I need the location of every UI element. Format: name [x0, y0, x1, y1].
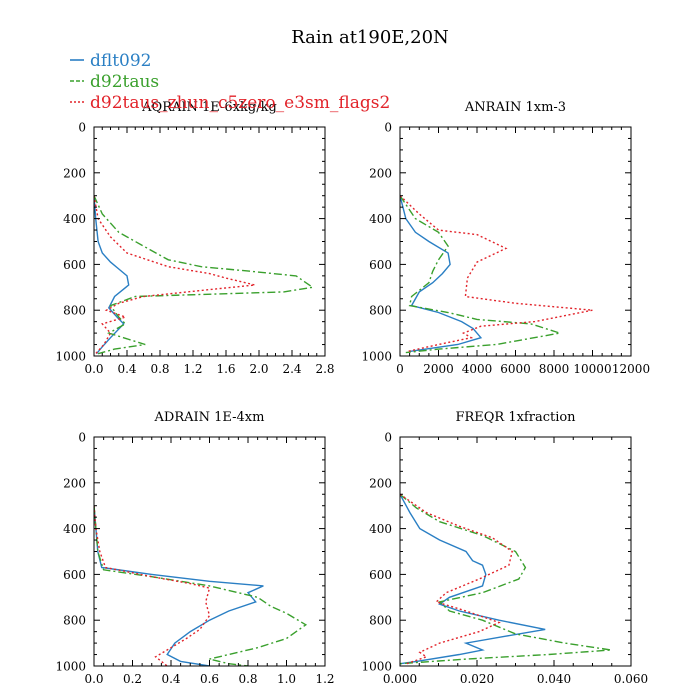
panels: AQRAIN 1E-6xkg/kg 0.0 0.4 0.8 1.2 1.6 2.0 2.4 2.… — [55, 100, 650, 686]
series-line-3 — [94, 195, 256, 355]
x-tick-label: 0.8 — [238, 672, 257, 686]
x-tick-label: 0.060 — [614, 672, 648, 686]
y-tick-label: 800 — [63, 614, 86, 628]
x-tick-label: 1.6 — [216, 362, 235, 376]
x-tick-label: 0.8 — [150, 362, 169, 376]
x-tick-label: 2.0 — [249, 362, 268, 376]
y-tick-label: 400 — [369, 212, 392, 226]
series-line-2 — [400, 493, 612, 665]
x-tick-label: 4000 — [462, 362, 493, 376]
legend-label-3: d92taus_zhun_c5zero_e3sm_flags2 — [90, 93, 390, 113]
panel-4: FREQR 1xfraction 0.000 0.020 0.040 0.060 0 200… — [361, 410, 648, 686]
x-tick-label: 0.000 — [383, 672, 417, 686]
x-tick-label: 0.040 — [537, 672, 571, 686]
series-line-3 — [400, 195, 593, 353]
y-tick-label: 800 — [63, 304, 86, 318]
y-tick-label: 400 — [63, 522, 86, 536]
y-tick-label: 800 — [369, 614, 392, 628]
y-tick-label: 0 — [384, 431, 392, 445]
x-tick-label: 0.0 — [84, 672, 103, 686]
series-line-1 — [400, 195, 483, 353]
x-tick-label: 0.2 — [123, 672, 142, 686]
plot-frame — [93, 436, 326, 667]
y-tick-label: 1000 — [361, 660, 392, 674]
y-tick-label: 600 — [369, 258, 392, 272]
x-tick-label: 10000 — [573, 362, 611, 376]
y-tick-label: 1000 — [361, 350, 392, 364]
series-line-1 — [94, 195, 130, 355]
x-tick-label: 0.020 — [460, 672, 494, 686]
x-tick-label: 0.4 — [117, 362, 136, 376]
x-tick-label: 1.0 — [277, 672, 296, 686]
plot-frame — [93, 126, 326, 357]
x-tick-label: 6000 — [500, 362, 531, 376]
y-tick-label: 600 — [63, 568, 86, 582]
series-line-3 — [94, 505, 211, 666]
panel-3: ADRAIN 1E-4xm 0.0 0.2 0.4 0.6 0.8 1.0 1.2 0 200 40… — [55, 410, 334, 686]
x-tick-label: 0.6 — [200, 672, 219, 686]
x-tick-label: 12000 — [612, 362, 650, 376]
legend-label-2: d92taus — [90, 72, 159, 92]
y-tick-label: 400 — [369, 522, 392, 536]
y-tick-label: 200 — [63, 166, 86, 180]
panel-title: FREQR 1xfraction — [455, 410, 576, 425]
x-tick-label: 8000 — [539, 362, 570, 376]
x-tick-label: 0.0 — [84, 362, 103, 376]
x-tick-label: 1.2 — [183, 362, 202, 376]
legend: dflt092d92tausd92taus_zhun_c5zero_e3sm_f… — [70, 51, 390, 113]
y-tick-label: 200 — [369, 476, 392, 490]
plot-frame — [399, 126, 632, 357]
series-line-2 — [94, 505, 308, 666]
panel-title: ADRAIN 1E-4xm — [154, 410, 265, 425]
legend-label-1: dflt092 — [90, 51, 152, 71]
x-tick-label: 1.2 — [315, 672, 334, 686]
figure-title: Rain at190E,20N — [291, 27, 449, 48]
x-tick-label: 2.4 — [282, 362, 301, 376]
panel-title: AQRAIN 1E-6xkg/kg — [141, 100, 277, 115]
y-tick-label: 1000 — [55, 660, 86, 674]
panel-1: AQRAIN 1E-6xkg/kg 0.0 0.4 0.8 1.2 1.6 2.0 2.4 2.… — [55, 100, 334, 376]
x-tick-label: 2.8 — [315, 362, 334, 376]
series-line-1 — [400, 493, 546, 665]
y-tick-label: 600 — [369, 568, 392, 582]
series-line-3 — [400, 493, 513, 665]
series-line-2 — [94, 195, 315, 355]
series-line-1 — [94, 505, 264, 666]
panel-title: ANRAIN 1xm-3 — [464, 100, 566, 115]
y-tick-label: 0 — [78, 121, 86, 135]
y-tick-label: 1000 — [55, 350, 86, 364]
panel-2: ANRAIN 1xm-3 0 2000 4000 6000 8000 10000 12000 0… — [361, 100, 650, 376]
y-tick-label: 200 — [369, 166, 392, 180]
x-tick-label: 0 — [396, 362, 404, 376]
y-tick-label: 800 — [369, 304, 392, 318]
x-tick-label: 2000 — [423, 362, 454, 376]
y-tick-label: 200 — [63, 476, 86, 490]
y-tick-label: 0 — [78, 431, 86, 445]
y-tick-label: 600 — [63, 258, 86, 272]
series-line-2 — [400, 195, 561, 354]
x-tick-label: 0.4 — [161, 672, 180, 686]
y-tick-label: 0 — [384, 121, 392, 135]
y-tick-label: 400 — [63, 212, 86, 226]
